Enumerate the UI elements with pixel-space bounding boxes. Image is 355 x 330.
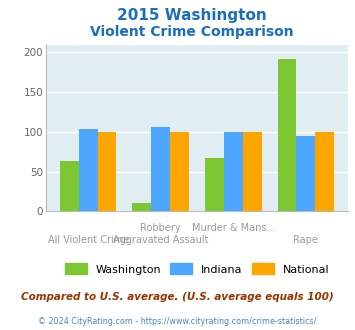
Bar <box>315 132 334 211</box>
Bar <box>79 129 98 211</box>
Text: Aggravated Assault: Aggravated Assault <box>113 235 208 245</box>
Bar <box>98 132 116 211</box>
Bar <box>170 132 189 211</box>
Text: Murder & Mans...: Murder & Mans... <box>192 223 275 233</box>
Legend: Washington, Indiana, National: Washington, Indiana, National <box>65 263 329 275</box>
Bar <box>278 59 296 211</box>
Text: Robbery: Robbery <box>141 223 181 233</box>
Bar <box>205 158 224 211</box>
Bar <box>60 161 79 211</box>
Bar <box>151 127 170 211</box>
Text: Rape: Rape <box>294 235 318 245</box>
Bar <box>243 132 262 211</box>
Text: All Violent Crime: All Violent Crime <box>48 235 129 245</box>
Bar <box>132 203 151 211</box>
Text: Compared to U.S. average. (U.S. average equals 100): Compared to U.S. average. (U.S. average … <box>21 292 334 302</box>
Bar <box>296 136 315 211</box>
Bar <box>224 132 243 211</box>
Text: Violent Crime Comparison: Violent Crime Comparison <box>90 25 294 39</box>
Text: 2015 Washington: 2015 Washington <box>117 8 267 23</box>
Text: © 2024 CityRating.com - https://www.cityrating.com/crime-statistics/: © 2024 CityRating.com - https://www.city… <box>38 317 317 326</box>
